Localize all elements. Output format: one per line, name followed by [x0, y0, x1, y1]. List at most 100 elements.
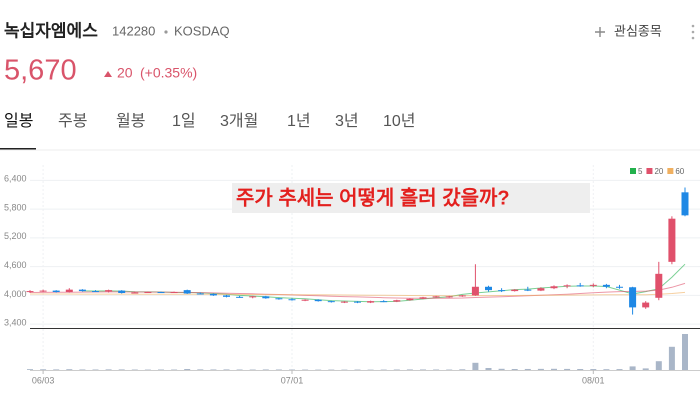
- candle-body: [196, 293, 204, 295]
- candle-body: [367, 301, 375, 303]
- candle-body: [354, 301, 361, 303]
- tab[interactable]: 주봉: [58, 113, 87, 130]
- candle-body: [223, 295, 230, 297]
- volume-bar: [79, 369, 86, 370]
- candle-body: [681, 192, 689, 216]
- candle-body: [144, 292, 152, 294]
- candle-body: [485, 286, 492, 291]
- legend-swatch: [646, 168, 653, 174]
- candle-body: [275, 298, 283, 300]
- volume-bar: [236, 369, 243, 370]
- volume-bar: [158, 369, 164, 370]
- candle-body: [406, 298, 414, 301]
- volume-bar: [682, 334, 688, 370]
- x-tick-label: 08/01: [582, 375, 605, 385]
- candle-body: [458, 295, 466, 297]
- volume-bar: [40, 369, 47, 370]
- annotation-bg: [232, 183, 590, 213]
- candle-body: [262, 296, 270, 299]
- volume-bar: [262, 369, 269, 370]
- tab-bar: 일봉 주봉 월봉 1일 3개월 1년 3년 10년: [0, 112, 416, 150]
- candle-body: [393, 300, 401, 302]
- y-tick-label: 5,200: [4, 231, 27, 241]
- candle-body: [118, 290, 126, 294]
- legend-label: 60: [675, 167, 684, 176]
- price-change: 20: [117, 65, 133, 81]
- legend: 5 20 60: [630, 167, 685, 176]
- candle-body: [629, 287, 637, 308]
- tab[interactable]: 일봉: [4, 112, 33, 130]
- volume-bar: [524, 368, 531, 370]
- candle-body: [183, 290, 191, 294]
- moving-average-line: [29, 282, 686, 299]
- tab[interactable]: 월봉: [116, 112, 145, 130]
- watch-label[interactable]: 관심종목: [614, 23, 662, 38]
- annotation: 주가 추세는 어떻게 흘러 갔을까?: [236, 185, 510, 209]
- volume-bar: [210, 369, 217, 370]
- candle-body: [445, 296, 453, 298]
- candle-body: [209, 293, 217, 296]
- volume-bar: [642, 368, 649, 370]
- volume-bar: [406, 369, 413, 370]
- candle-body: [52, 290, 60, 293]
- volume-bar: [603, 369, 610, 370]
- volume-bar: [27, 369, 33, 370]
- candle-body: [301, 299, 309, 301]
- candle-body: [642, 302, 650, 308]
- candle-body: [432, 296, 440, 298]
- legend-label: 5: [638, 167, 643, 176]
- volume-bar: [420, 369, 426, 370]
- volume-bar: [393, 369, 400, 370]
- watch-button[interactable]: 관심종목: [595, 23, 662, 38]
- candle-body: [340, 301, 348, 303]
- volume-bar: [184, 369, 191, 370]
- volume-bar: [485, 368, 492, 370]
- candle-body: [39, 290, 47, 292]
- candle-body: [550, 286, 558, 289]
- candle-body: [78, 289, 86, 292]
- candle-body: [616, 286, 623, 288]
- y-tick-label: 5,800: [4, 202, 27, 212]
- price-change-pct: (+0.35%): [140, 65, 197, 81]
- candle-body: [563, 285, 571, 287]
- tab-underline: [0, 148, 36, 150]
- candle-body: [511, 289, 519, 292]
- volume-bar: [564, 368, 571, 370]
- candle-body: [524, 289, 532, 291]
- tab[interactable]: 3개월: [220, 112, 258, 130]
- current-price: 5,670: [4, 55, 77, 87]
- stock-code: 142280: [112, 23, 155, 38]
- candle-body: [668, 218, 676, 262]
- more-menu[interactable]: [691, 24, 695, 40]
- volume-bar: [472, 362, 479, 370]
- volume-bar: [433, 369, 440, 370]
- volume-bar: [629, 366, 636, 370]
- volume-bar: [537, 368, 544, 370]
- volume-bar: [118, 369, 125, 370]
- x-tick-label: 07/01: [281, 375, 304, 385]
- tab[interactable]: 1년: [287, 112, 311, 130]
- moving-average-line: [30, 291, 686, 297]
- tab[interactable]: 3년: [335, 112, 359, 130]
- x-tick-label: 06/03: [32, 375, 55, 385]
- volume-bar: [511, 369, 518, 370]
- candle-body: [380, 301, 388, 303]
- candle-body: [589, 284, 597, 286]
- tab[interactable]: 10년: [383, 112, 416, 130]
- tab[interactable]: 1일: [172, 112, 196, 130]
- candle-body: [471, 286, 479, 296]
- legend-label: 20: [654, 167, 663, 176]
- volume-bar: [92, 369, 99, 370]
- legend-swatch: [630, 168, 636, 174]
- candle-body: [105, 290, 113, 292]
- candle-body: [170, 292, 178, 294]
- volume-bar: [590, 369, 597, 370]
- candle-body: [327, 301, 335, 303]
- moving-average-line: [82, 263, 686, 303]
- volume-bar: [616, 369, 623, 370]
- market: KOSDAQ: [174, 23, 230, 38]
- y-tick-label: 6,400: [4, 174, 27, 184]
- legend-swatch: [667, 168, 674, 174]
